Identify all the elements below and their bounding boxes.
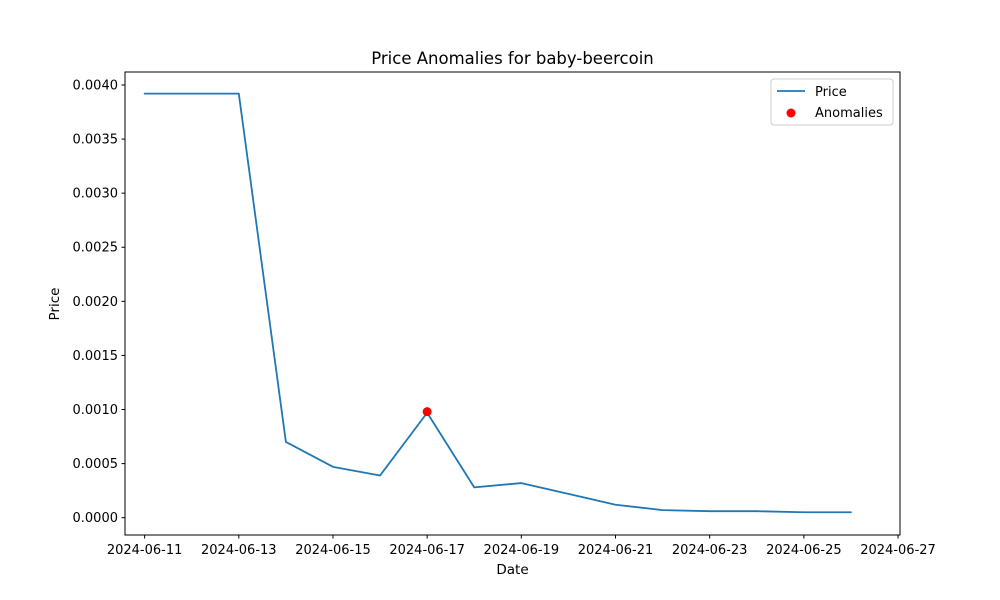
x-axis: 2024-06-11 2024-06-13 2024-06-15 2024-06-17… — [107, 535, 936, 558]
y-tick-label: 0.0025 — [73, 241, 119, 256]
legend: Price Anomalies — [770, 78, 894, 126]
x-tick-label: 2024-06-27 — [860, 543, 936, 558]
price-data-point — [330, 464, 335, 469]
x-tick-label: 2024-06-13 — [201, 543, 277, 558]
y-axis: 0.0000 0.0005 0.0010 0.0015 0.0020 0.0025 0.00… — [73, 78, 125, 526]
price-data-point — [566, 491, 571, 496]
y-axis-label: Price — [47, 288, 63, 321]
chart-title: Price Anomalies for baby-beercoin — [371, 49, 654, 68]
y-tick-label: 0.0010 — [73, 403, 119, 418]
price-data-point — [707, 509, 712, 514]
price-data-point — [754, 509, 759, 514]
price-data-point — [142, 91, 147, 96]
price-data-point — [378, 473, 383, 478]
x-tick-label: 2024-06-11 — [107, 543, 183, 558]
y-tick-label: 0.0040 — [73, 78, 119, 93]
price-data-point — [519, 481, 524, 486]
legend-price-label: Price — [815, 85, 847, 100]
price-data-point — [613, 502, 618, 507]
x-tick-label: 2024-06-19 — [484, 543, 560, 558]
price-data-point — [472, 485, 477, 490]
x-tick-label: 2024-06-15 — [295, 543, 371, 558]
y-tick-label: 0.0015 — [73, 349, 119, 364]
y-tick-label: 0.0005 — [73, 457, 119, 472]
price-series-line — [143, 92, 852, 514]
y-tick-label: 0.0000 — [73, 511, 119, 526]
price-data-point — [848, 510, 853, 515]
y-tick-label: 0.0035 — [73, 133, 119, 148]
price-data-point — [660, 508, 665, 513]
price-data-point — [801, 510, 806, 515]
price-data-point — [236, 91, 241, 96]
y-tick-label: 0.0020 — [73, 295, 119, 310]
plot-area — [142, 91, 853, 515]
x-tick-label: 2024-06-21 — [578, 543, 654, 558]
plot-frame — [124, 71, 901, 536]
price-data-point — [283, 439, 288, 444]
legend-anomalies-marker-swatch — [786, 108, 796, 118]
x-tick-label: 2024-06-17 — [389, 543, 465, 558]
price-data-point — [189, 91, 194, 96]
x-axis-label: Date — [496, 562, 528, 578]
x-tick-label: 2024-06-23 — [672, 543, 748, 558]
anomaly-point — [422, 407, 432, 417]
x-tick-label: 2024-06-25 — [766, 543, 842, 558]
legend-anomalies-label: Anomalies — [815, 106, 883, 121]
y-tick-label: 0.0030 — [73, 187, 119, 202]
